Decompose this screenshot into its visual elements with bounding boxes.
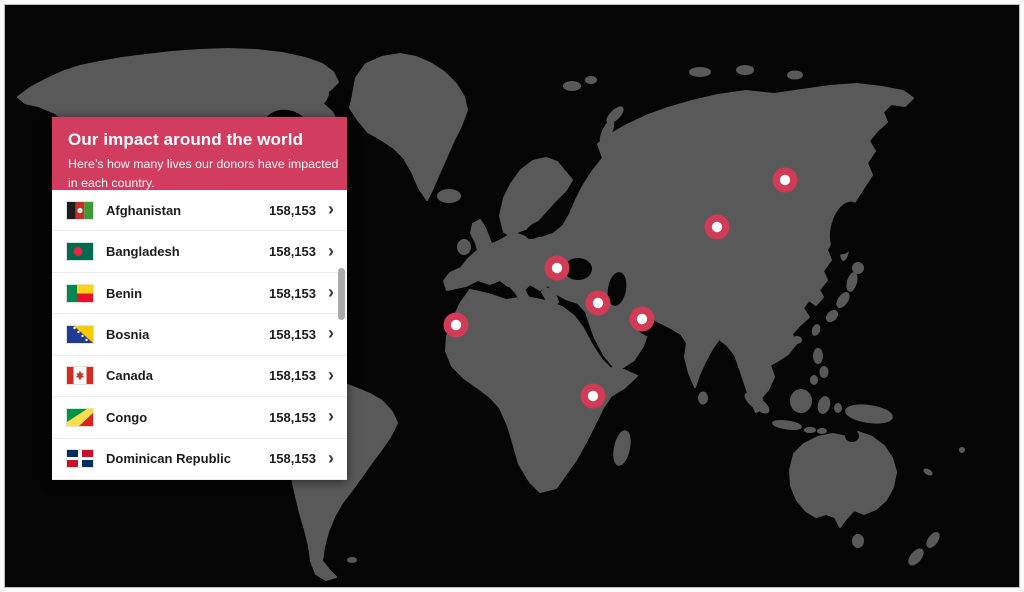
map-marker[interactable] <box>704 214 730 240</box>
bangladesh-flag-icon <box>67 243 93 261</box>
impact-count: 158,153 <box>269 244 316 260</box>
country-name: Canada <box>106 368 153 384</box>
afghanistan-flag-icon <box>67 201 93 219</box>
country-name: Bosnia <box>106 326 150 342</box>
map-marker[interactable] <box>629 306 655 332</box>
benin-flag-icon <box>67 284 93 302</box>
chevron-right-icon: › <box>328 199 334 220</box>
chevron-right-icon: › <box>328 282 334 303</box>
country-name: Dominican Republic <box>106 451 231 467</box>
country-row-canada[interactable]: Canada 158,153 › <box>52 356 347 398</box>
impact-panel-header: Our impact around the world Here’s how m… <box>52 117 347 190</box>
impact-count: 158,153 <box>269 326 316 342</box>
country-row-congo[interactable]: Congo 158,153 › <box>52 397 347 439</box>
chevron-right-icon: › <box>328 364 334 385</box>
map-marker[interactable] <box>580 383 606 409</box>
bosnia-flag-icon <box>67 325 93 343</box>
impact-count: 158,153 <box>269 409 316 425</box>
country-name: Afghanistan <box>106 202 182 218</box>
country-row-dominican-republic[interactable]: Dominican Republic 158,153 › <box>52 439 347 480</box>
map-marker[interactable] <box>585 290 611 316</box>
dominican-republic-flag-icon <box>67 450 93 468</box>
panel-title: Our impact around the world <box>68 130 304 149</box>
congo-flag-icon <box>67 408 93 426</box>
panel-subtitle: Here’s how many lives our donors have im… <box>68 157 339 190</box>
impact-count: 158,153 <box>269 368 316 384</box>
canada-flag-icon <box>67 367 93 385</box>
map-marker[interactable] <box>443 312 469 338</box>
impact-count: 158,153 <box>269 285 316 301</box>
chevron-right-icon: › <box>328 323 334 344</box>
map-marker[interactable] <box>772 167 798 193</box>
impact-panel: Our impact around the world Here’s how m… <box>52 117 347 480</box>
country-name: Congo <box>106 409 148 425</box>
scrollbar-thumb[interactable] <box>338 268 345 320</box>
country-row-bangladesh[interactable]: Bangladesh 158,153 › <box>52 231 347 273</box>
country-name: Bangladesh <box>106 244 180 260</box>
impact-count: 158,153 <box>269 451 316 467</box>
country-row-benin[interactable]: Benin 158,153 › <box>52 273 347 315</box>
country-row-afghanistan[interactable]: Afghanistan 158,153 › <box>52 190 347 232</box>
chevron-right-icon: › <box>328 406 334 427</box>
country-name: Benin <box>106 285 143 301</box>
chevron-right-icon: › <box>328 240 334 261</box>
impact-count: 158,153 <box>269 202 316 218</box>
map-marker[interactable] <box>544 255 570 281</box>
chevron-right-icon: › <box>328 447 334 468</box>
markers-layer <box>443 167 798 409</box>
country-list: Afghanistan 158,153 › Bangladesh 158,153… <box>52 190 347 480</box>
country-row-bosnia[interactable]: Bosnia 158,153 › <box>52 314 347 356</box>
